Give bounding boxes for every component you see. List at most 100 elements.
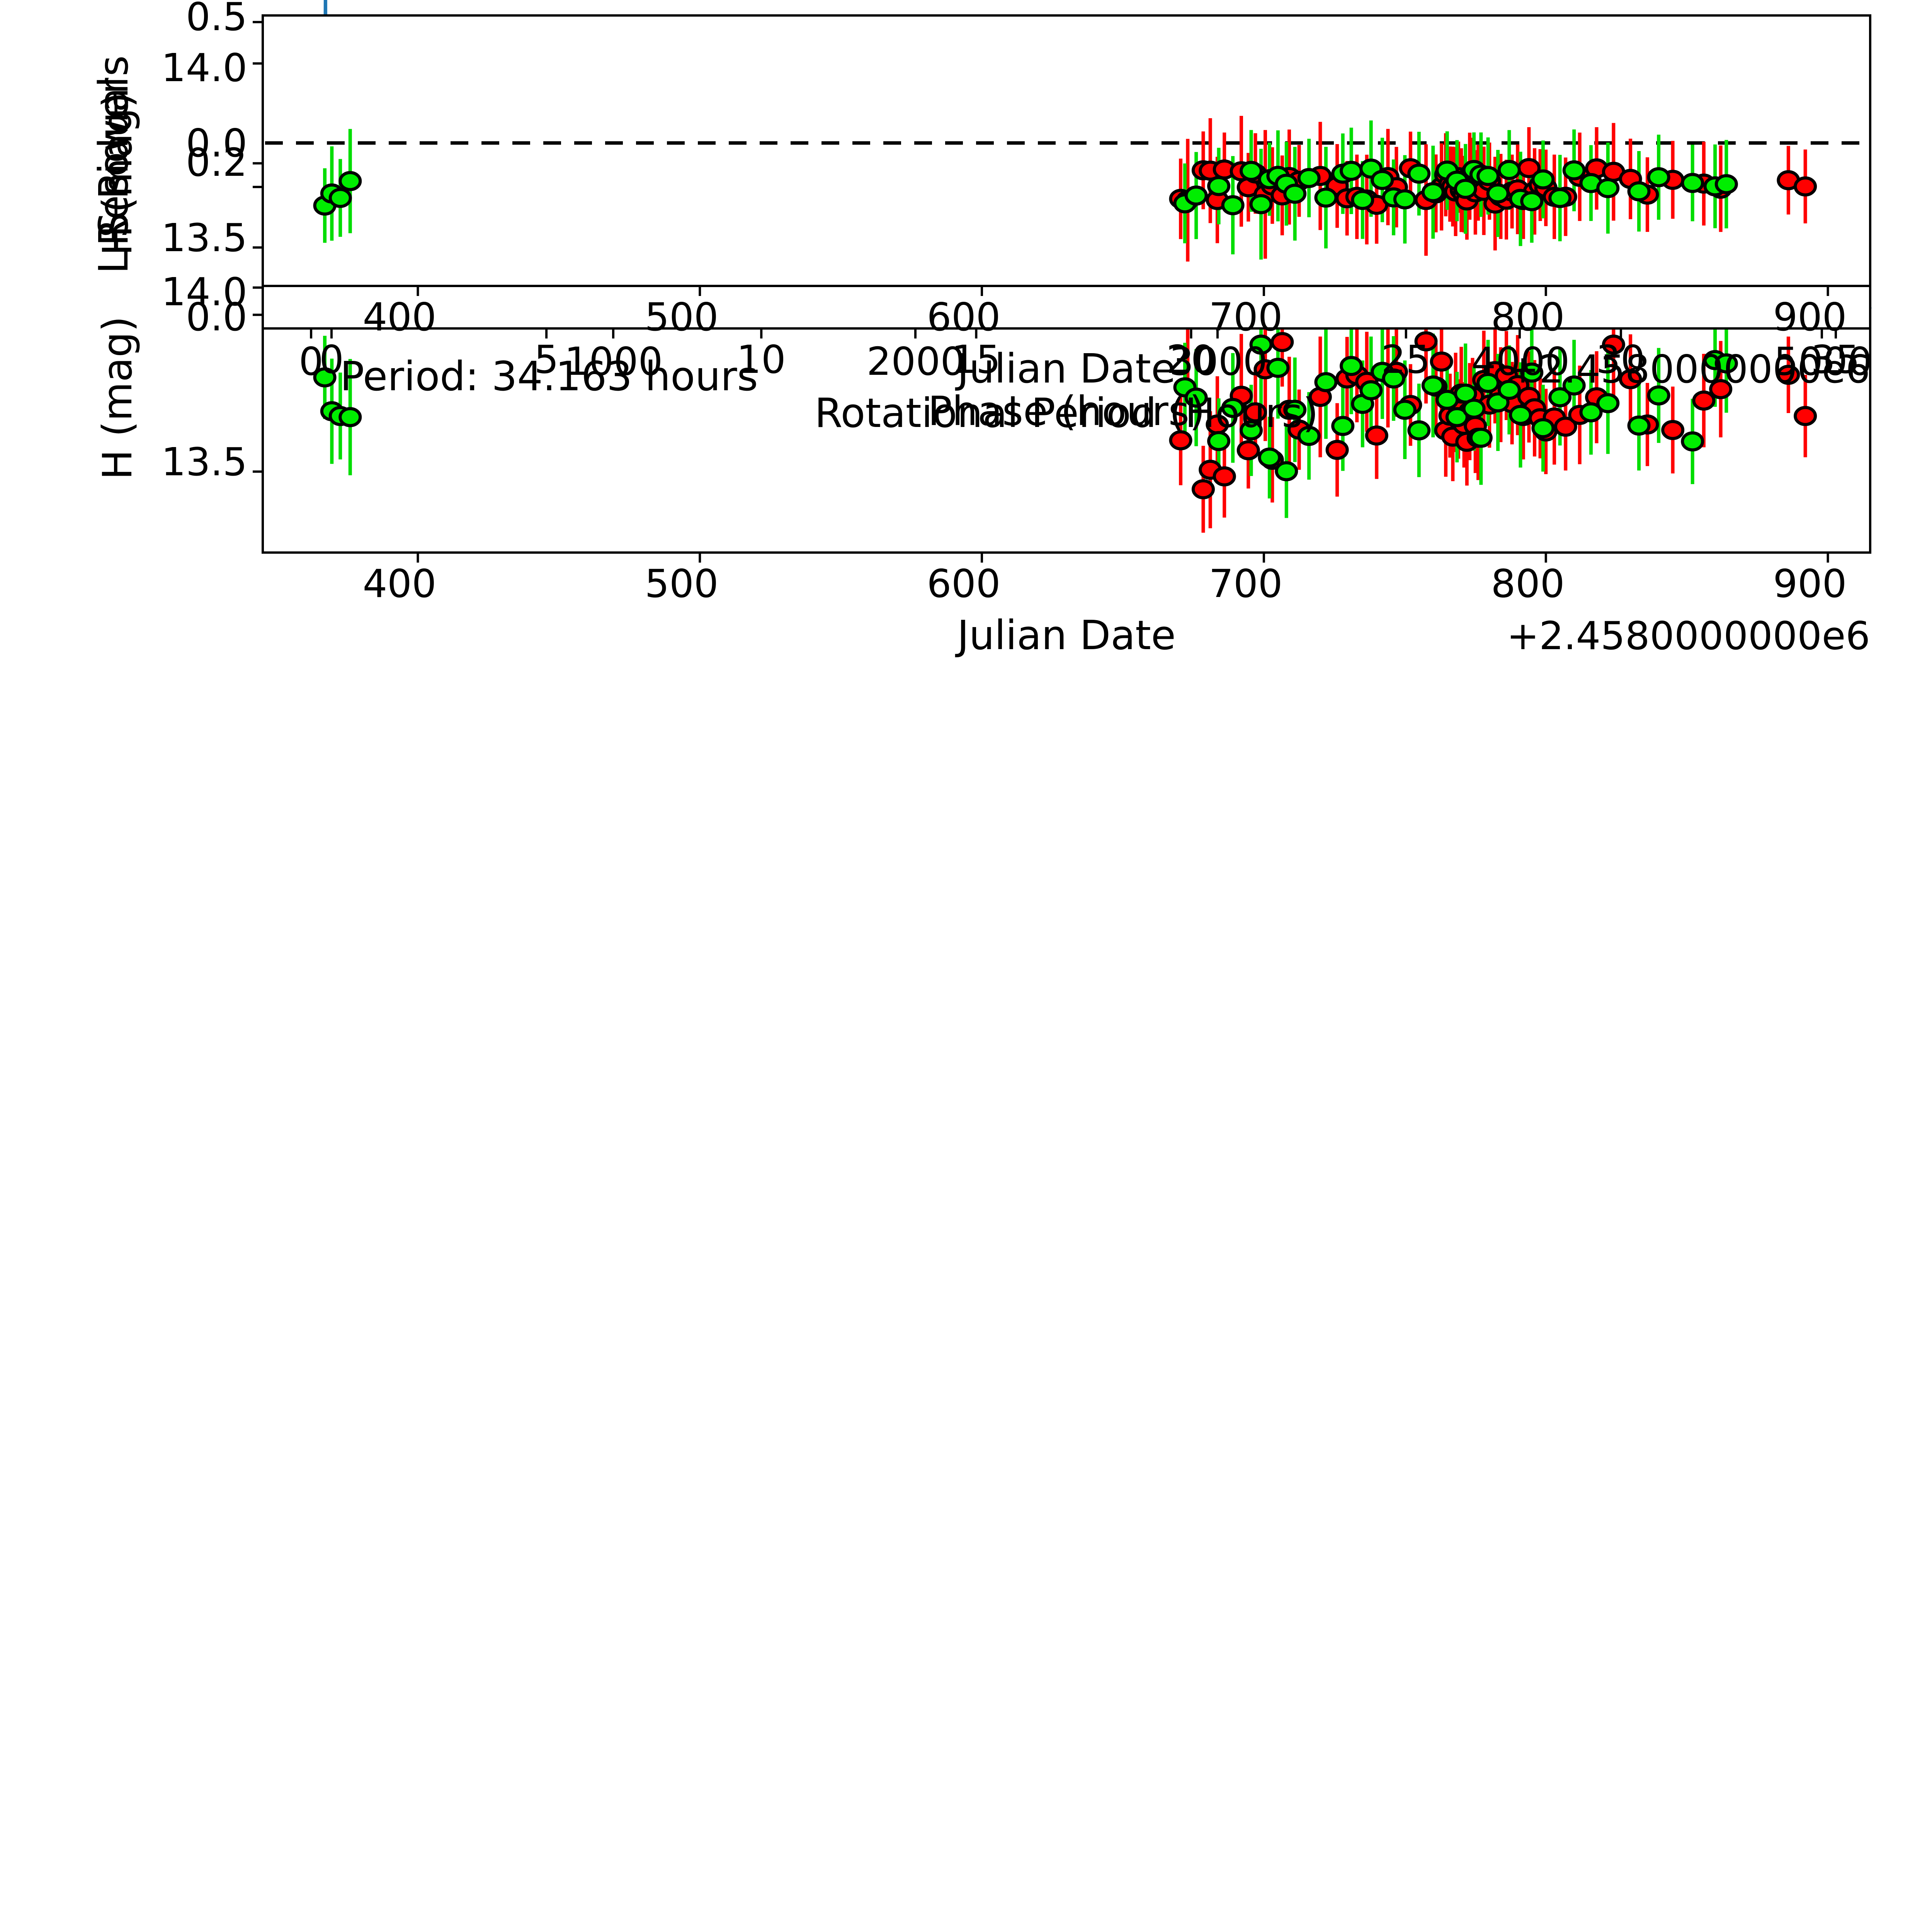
periodogram-xtick-4000: 4000 — [1471, 339, 1570, 384]
lightcurve-xaxis-label: Julian Date — [955, 612, 1176, 659]
data-point — [338, 407, 362, 427]
residuals-ytick-00: 0.0 — [186, 121, 247, 166]
phase-xtick-15: 15 — [951, 337, 1000, 382]
periodogram-ytick-02: 0.2 — [186, 140, 247, 185]
data-point — [1661, 420, 1685, 440]
data-point — [1497, 380, 1521, 400]
phase-xtick-10: 10 — [736, 337, 786, 382]
data-point — [1249, 334, 1273, 355]
data-point — [1314, 187, 1338, 208]
data-point — [1314, 372, 1338, 393]
data-point — [1236, 440, 1260, 461]
data-point — [1283, 184, 1307, 204]
data-point — [1794, 406, 1817, 426]
lightcurve-x-offset-label: +2.4580000000e6 — [1507, 613, 1870, 658]
residuals-x-offset-label: +2.4580000000e6 — [1507, 347, 1870, 392]
lightcurve-xtick-700: 700 — [1209, 561, 1283, 606]
data-point — [1407, 163, 1431, 184]
data-point — [1619, 369, 1642, 389]
lightcurve-yaxis-label: H (mag) — [94, 316, 141, 480]
periodogram-ytick-00: 0.0 — [186, 294, 247, 340]
residuals-data-layer — [313, 116, 1817, 262]
data-point — [1266, 357, 1290, 378]
residuals-ytick-05: 0.5 — [186, 0, 247, 39]
data-point — [1509, 405, 1532, 425]
data-point — [1647, 167, 1670, 187]
data-point — [1283, 400, 1307, 420]
phase-ytick-14: 14.0 — [161, 45, 247, 90]
data-point — [1486, 183, 1510, 204]
data-point — [1647, 385, 1670, 406]
data-point — [1777, 365, 1800, 385]
phase-ytick-135: 13.5 — [161, 215, 247, 260]
phase-yaxis-label: H (mag) — [94, 92, 141, 255]
phase-xaxis-label: Phase (hours) — [928, 388, 1205, 435]
data-point — [328, 188, 352, 208]
data-point — [1497, 160, 1521, 180]
periodogram-xtick-2000: 2000 — [867, 339, 965, 384]
data-point — [1213, 466, 1236, 486]
data-point — [1714, 174, 1738, 194]
phase-xtick-35: 35 — [1811, 337, 1860, 382]
periodogram-xtick-5000: 5000 — [1774, 339, 1872, 384]
residuals-xtick-500: 500 — [645, 294, 719, 340]
phase-xtick-20: 20 — [1166, 337, 1215, 382]
data-point — [1794, 176, 1817, 197]
data-point — [1548, 387, 1572, 408]
data-point — [1579, 402, 1603, 423]
data-point — [1430, 351, 1453, 372]
residuals-yaxis-label: Residuals — [90, 55, 137, 246]
data-point — [1681, 173, 1704, 193]
lightcurve-xtick-600: 600 — [927, 561, 1001, 606]
data-point — [1393, 400, 1417, 420]
data-point — [1382, 368, 1405, 389]
phase-tick-marks — [253, 62, 1837, 338]
data-point — [1469, 427, 1493, 448]
residuals-svg: 0.5 0.0 400 500 600 700 800 900 Julian D… — [90, 0, 1871, 392]
data-point — [1221, 195, 1245, 216]
data-point — [1627, 415, 1651, 436]
data-point — [1709, 379, 1733, 400]
data-point — [1692, 390, 1716, 411]
data-point — [313, 367, 337, 388]
data-point — [1371, 170, 1394, 190]
data-point — [1340, 161, 1363, 181]
data-point — [338, 171, 362, 191]
data-point — [1407, 420, 1431, 440]
data-point — [1562, 160, 1586, 180]
data-point — [1351, 190, 1374, 210]
data-point — [1554, 417, 1577, 437]
data-point — [1602, 334, 1625, 355]
data-point — [1184, 185, 1208, 206]
data-point — [1331, 416, 1355, 436]
data-point — [1520, 362, 1544, 383]
data-point — [1184, 388, 1208, 408]
data-point — [1207, 431, 1231, 451]
phase-xtick-5: 5 — [534, 337, 559, 382]
data-point — [1596, 178, 1620, 198]
periodogram-xtick-0: 0 — [299, 339, 323, 384]
residuals-axes-frame — [262, 14, 1871, 287]
data-point — [1340, 356, 1363, 376]
residuals-xtick-600: 600 — [927, 294, 1001, 340]
data-point — [1454, 179, 1477, 199]
periodogram-tick-marks — [253, 162, 1823, 338]
lightcurve-tick-marks — [253, 286, 1829, 563]
data-point — [1462, 398, 1486, 419]
lightcurve-xtick-900: 900 — [1773, 561, 1847, 606]
data-point — [1359, 380, 1383, 400]
data-point — [1562, 375, 1586, 396]
data-point — [1548, 188, 1572, 208]
data-point — [1520, 191, 1544, 211]
lightcurve-ytick-14: 14.0 — [161, 269, 247, 315]
data-point — [1421, 375, 1445, 396]
periodogram-xaxis-label: Rotational Period (Hours) — [815, 389, 1318, 437]
data-point — [1476, 372, 1500, 393]
data-point — [1275, 461, 1298, 481]
data-point — [1169, 430, 1192, 451]
data-point — [1476, 166, 1500, 186]
data-point — [1297, 168, 1321, 188]
data-point — [1714, 353, 1738, 374]
data-point — [1243, 402, 1267, 423]
phase-xtick-25: 25 — [1381, 337, 1430, 382]
